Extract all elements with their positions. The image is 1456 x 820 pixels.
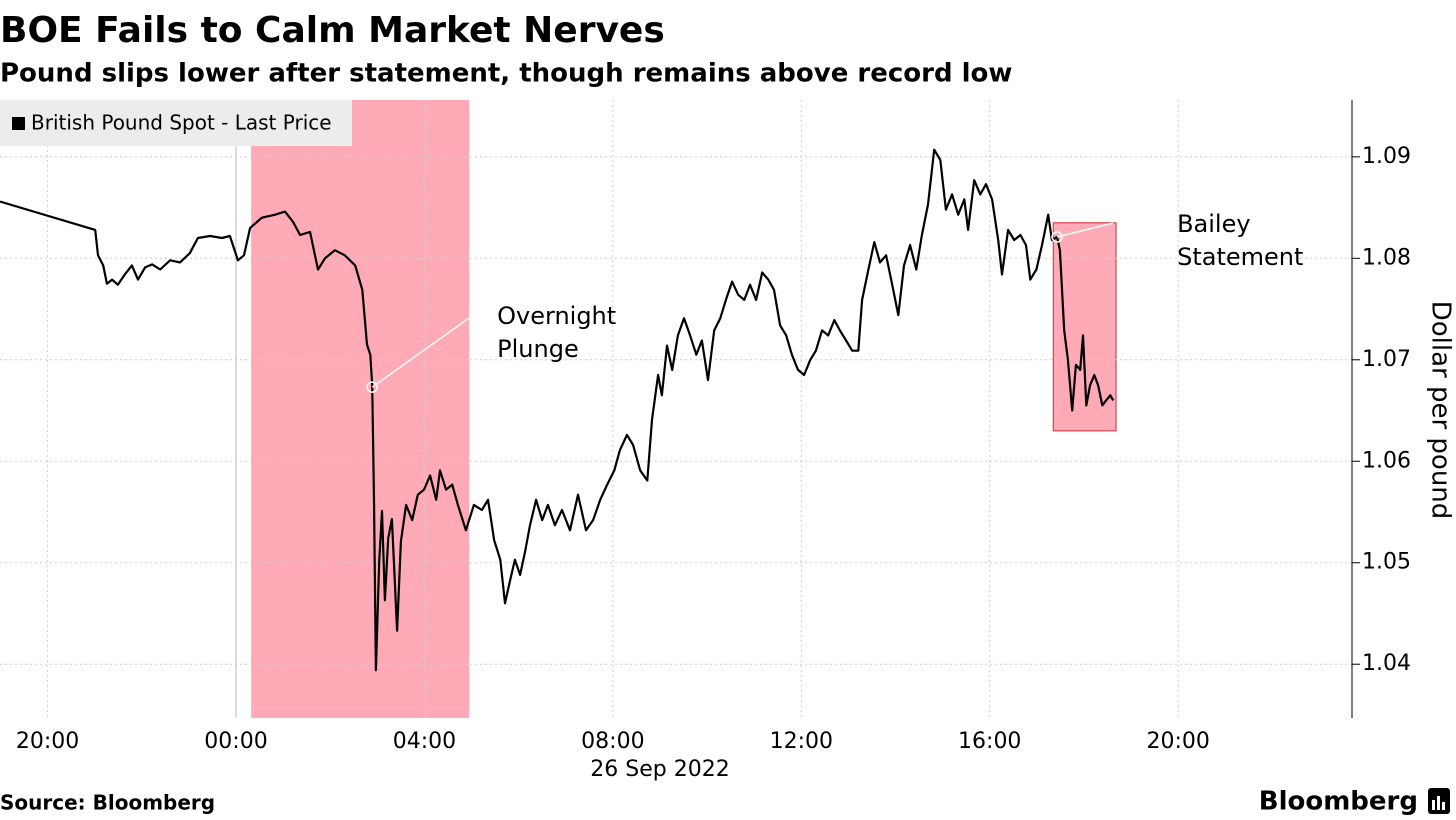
x-tick-label: 08:00 [581,729,644,754]
legend-label: British Pound Spot - Last Price [31,111,332,135]
y-tick-label: 1.07 [1362,347,1411,372]
logo: Bloomberg [1259,787,1418,817]
y-tick-label: 1.08 [1362,245,1411,270]
x-tick-label: 16:00 [958,729,1021,754]
y-axis-label: Dollar per pound [1426,301,1456,520]
y-tick-label: 1.04 [1362,651,1411,676]
x-tick-label: 20:00 [1146,729,1209,754]
source: Source: Bloomberg [0,791,215,815]
x-tick-label: 12:00 [770,729,833,754]
price-line [0,148,1115,672]
annotation-label: Overnight [497,302,616,330]
x-tick-label: 04:00 [393,729,456,754]
annotation-leader [371,316,471,388]
y-tick-label: 1.09 [1362,144,1411,169]
legend-box [0,100,352,146]
y-tick-label: 1.05 [1362,550,1411,575]
date-label: 26 Sep 2022 [590,757,729,782]
annotation-point [366,381,378,393]
highlight [251,100,470,718]
annotation-label: Plunge [497,335,579,363]
chart-title: BOE Fails to Calm Market Nerves [0,10,665,51]
x-tick-label: 20:00 [16,729,79,754]
annotation-leader [1056,222,1114,238]
legend-swatch [12,117,25,130]
y-tick-label: 1.06 [1362,448,1411,473]
annotation-label: Statement [1177,243,1303,271]
annotation-label: Bailey [1177,210,1250,238]
chart-subtitle: Pound slips lower after statement, thoug… [0,59,1012,89]
logo-icon [1428,788,1450,814]
annotation-point [1051,231,1063,243]
x-tick-label: 00:00 [204,729,267,754]
